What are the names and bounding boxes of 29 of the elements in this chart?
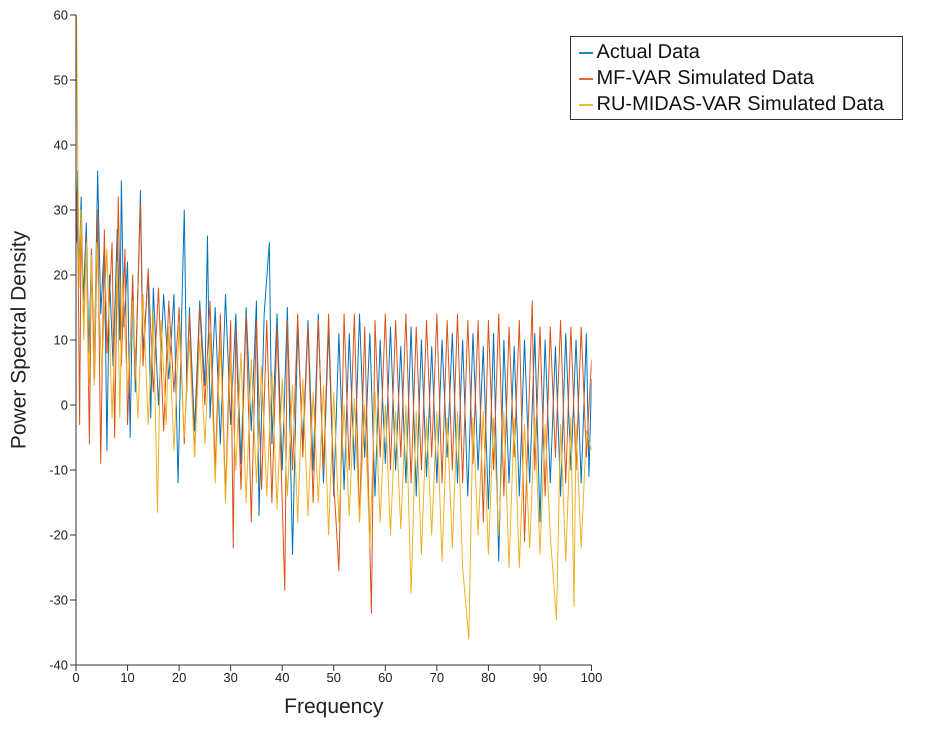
y-tick-label: 0: [60, 398, 68, 413]
x-tick-label: 40: [274, 670, 290, 686]
x-tick-label: 50: [326, 670, 341, 686]
x-tick-label: 90: [532, 670, 548, 686]
x-tick-label: 100: [580, 670, 602, 686]
y-tick-label: -10: [49, 462, 68, 478]
x-tick-label: 60: [378, 670, 393, 686]
x-tick-label: 10: [120, 670, 135, 686]
line-series: [76, 190, 592, 614]
y-axis-title: Power Spectral Density: [7, 230, 30, 450]
x-tick-label: 0: [72, 670, 80, 686]
y-tick-label: -20: [49, 528, 68, 543]
x-tick-label: 70: [430, 670, 444, 686]
x-tick-label: 30: [223, 670, 238, 686]
line-series: [76, 15, 592, 640]
legend-label: MF-VAR Simulated Data: [596, 67, 814, 89]
y-tick-label: 40: [54, 138, 68, 153]
x-tick-label: 80: [481, 670, 496, 686]
y-tick-label: 60: [54, 8, 68, 23]
y-tick-label: 50: [54, 72, 68, 88]
y-tick-label: 30: [54, 202, 68, 218]
y-tick-label: 10: [54, 332, 68, 348]
legend-label: Actual Data: [596, 41, 700, 63]
y-tick-label: -30: [49, 592, 68, 608]
legend-label: RU-MIDAS-VAR Simulated Data: [596, 93, 884, 115]
x-axis-title: Frequency: [284, 695, 384, 718]
y-tick-label: 20: [54, 268, 68, 283]
y-tick-label: -40: [49, 658, 68, 673]
x-tick-label: 20: [172, 670, 186, 686]
